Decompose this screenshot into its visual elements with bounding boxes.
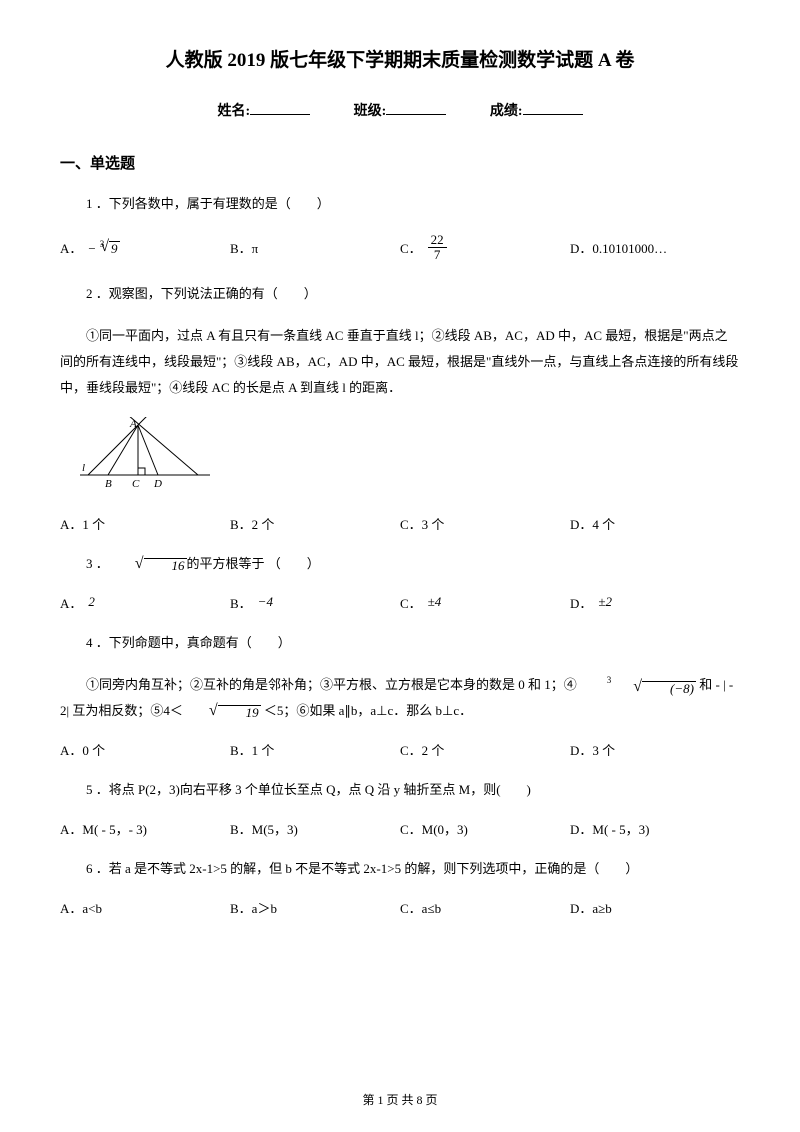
cube-root-expr: 3√(−8) (577, 677, 696, 695)
option-label: C． (400, 238, 422, 257)
option-label: A． (60, 238, 82, 257)
option-label: B．M(5，3) (230, 819, 298, 838)
q3-option-b[interactable]: B．−4 (230, 593, 400, 612)
score-label: 成绩: (490, 104, 523, 119)
question-6-options: A．a<b B．a＞b C．a≤b D．a≥b (60, 898, 740, 917)
option-label: C．2 个 (400, 740, 444, 759)
option-label: D． (570, 593, 592, 612)
question-4: 4 ．下列命题中，真命题有（ ） (60, 632, 740, 654)
geometry-diagram: A l B C D (80, 417, 740, 500)
exam-title: 人教版 2019 版七年级下学期期末质量检测数学试题 A 卷 (60, 45, 740, 72)
option-label: C．3 个 (400, 514, 444, 533)
option-label: D．M( - 5，3) (570, 819, 649, 838)
option-label: C． (400, 593, 422, 612)
q1-option-c[interactable]: C． 22 7 (400, 233, 570, 263)
option-label: B．a＞b (230, 898, 277, 917)
option-label: A．M( - 5，- 3) (60, 819, 147, 838)
option-label: B．π (230, 238, 258, 257)
option-label: D．a≥b (570, 898, 612, 917)
page-footer: 第 1 页 共 8 页 (0, 1091, 800, 1108)
question-2-options: A．1 个 B．2 个 C．3 个 D．4 个 (60, 514, 740, 533)
svg-text:D: D (153, 478, 162, 490)
question-5-options: A．M( - 5，- 3) B．M(5，3) C．M(0，3) D．M( - 5… (60, 819, 740, 838)
q4-option-b[interactable]: B．1 个 (230, 740, 400, 759)
class-label: 班级: (354, 104, 387, 119)
svg-text:C: C (132, 478, 140, 490)
question-1: 1 ．下列各数中，属于有理数的是（ ） (60, 193, 740, 215)
question-1-options: A． −3√9 B．π C． 22 7 D．0.10101000… (60, 233, 740, 263)
svg-text:l: l (82, 462, 85, 474)
q2-option-a[interactable]: A．1 个 (60, 514, 230, 533)
question-2: 2 ．观察图，下列说法正确的有（ ） (60, 283, 740, 305)
q5-option-c[interactable]: C．M(0，3) (400, 819, 570, 838)
q3-option-c[interactable]: C．±4 (400, 593, 570, 612)
q1-option-d[interactable]: D．0.10101000… (570, 233, 740, 263)
svg-text:B: B (105, 478, 112, 490)
q2-option-d[interactable]: D．4 个 (570, 514, 740, 533)
name-label: 姓名: (217, 104, 250, 119)
q4-option-d[interactable]: D．3 个 (570, 740, 740, 759)
class-blank[interactable] (386, 114, 446, 115)
question-6: 6 ．若 a 是不等式 2x-1>5 的解，但 b 不是不等式 2x-1>5 的… (60, 858, 740, 880)
q6-option-c[interactable]: C．a≤b (400, 898, 570, 917)
q6-option-a[interactable]: A．a<b (60, 898, 230, 917)
q5-option-b[interactable]: B．M(5，3) (230, 819, 400, 838)
option-label: D．4 个 (570, 514, 615, 533)
q5-option-d[interactable]: D．M( - 5，3) (570, 819, 740, 838)
option-label: B． (230, 593, 252, 612)
sqrt-expr: √19 (183, 703, 261, 719)
q1-option-a[interactable]: A． −3√9 (60, 233, 230, 263)
q3-option-d[interactable]: D．±2 (570, 593, 740, 612)
option-label: B．1 个 (230, 740, 274, 759)
option-label: C．M(0，3) (400, 819, 468, 838)
student-info-line: 姓名: 班级: 成绩: (60, 100, 740, 120)
question-5: 5 ．将点 P(2，3)向右平移 3 个单位长至点 Q，点 Q 沿 y 轴折至点… (60, 779, 740, 801)
section-1-header: 一、单选题 (60, 152, 740, 173)
q4-option-a[interactable]: A．0 个 (60, 740, 230, 759)
math-expr: −3√9 (88, 239, 119, 257)
sqrt-expr: √16 (109, 556, 187, 572)
question-4-statements: ①同旁内角互补；②互补的角是邻补角；③平方根、立方根是它本身的数是 0 和 1；… (60, 672, 740, 724)
option-label: A．1 个 (60, 514, 105, 533)
option-label: B．2 个 (230, 514, 274, 533)
name-blank[interactable] (250, 114, 310, 115)
fraction-expr: 22 7 (428, 233, 447, 263)
question-3-options: A．2 B．−4 C．±4 D．±2 (60, 593, 740, 612)
q6-option-d[interactable]: D．a≥b (570, 898, 740, 917)
q1-option-b[interactable]: B．π (230, 233, 400, 263)
option-label: A． (60, 593, 82, 612)
question-3: 3 ．√16的平方根等于 （ ） (60, 553, 740, 575)
question-2-statements: ①同一平面内，过点 A 有且只有一条直线 AC 垂直于直线 l；②线段 AB，A… (60, 323, 740, 401)
option-label: D．3 个 (570, 740, 615, 759)
q2-option-c[interactable]: C．3 个 (400, 514, 570, 533)
svg-text:A: A (129, 418, 137, 430)
q2-option-b[interactable]: B．2 个 (230, 514, 400, 533)
option-label: A．a<b (60, 898, 102, 917)
score-blank[interactable] (523, 114, 583, 115)
q5-option-a[interactable]: A．M( - 5，- 3) (60, 819, 230, 838)
question-4-options: A．0 个 B．1 个 C．2 个 D．3 个 (60, 740, 740, 759)
option-label: C．a≤b (400, 898, 441, 917)
option-label: A．0 个 (60, 740, 105, 759)
q4-option-c[interactable]: C．2 个 (400, 740, 570, 759)
q6-option-b[interactable]: B．a＞b (230, 898, 400, 917)
q3-option-a[interactable]: A．2 (60, 593, 230, 612)
option-label: D．0.10101000… (570, 238, 667, 257)
